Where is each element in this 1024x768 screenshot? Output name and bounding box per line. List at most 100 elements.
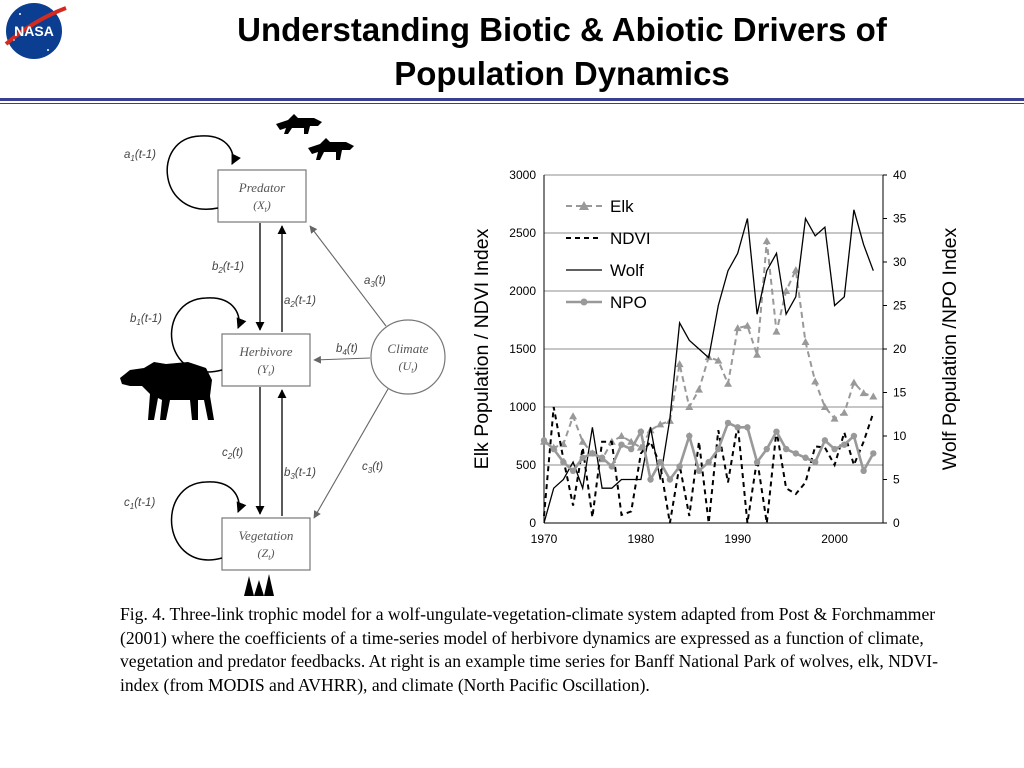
x-tick-label: 1990: [724, 532, 751, 546]
data-point-npo: [744, 424, 751, 431]
data-point-elk: [656, 420, 665, 428]
y-left-axis-title: Elk Population / NDVI Index: [471, 228, 493, 469]
data-point-elk: [840, 408, 849, 416]
legend-label-ndvi: NDVI: [610, 229, 651, 248]
data-point-npo: [569, 467, 577, 474]
legend-marker-npo: [580, 298, 588, 306]
series-line-wolf: [543, 209, 874, 524]
legend-label-wolf: Wolf: [610, 261, 644, 280]
herbivore-node: Herbivore (Yt): [221, 333, 311, 387]
trees-icon: [244, 574, 274, 596]
climate-node: Climate (Ut): [370, 319, 446, 395]
figure-caption: Fig. 4. Three-link trophic model for a w…: [120, 604, 939, 695]
y-right-tick-label: 20: [893, 342, 907, 356]
data-point-npo: [627, 445, 635, 453]
data-point-npo: [812, 458, 819, 466]
coef-a1: a1(t-1): [124, 149, 156, 163]
nasa-logo-text: NASA: [14, 23, 54, 39]
data-point-npo: [782, 445, 790, 453]
data-point-npo: [657, 458, 664, 466]
data-point-npo: [850, 432, 858, 440]
data-point-npo: [753, 458, 761, 466]
trophic-model-diagram: Predator (Xt) Herbivore (Yt) Vegetation …: [120, 114, 446, 596]
data-point-npo: [763, 445, 770, 453]
data-point-npo: [705, 458, 712, 466]
x-tick-label: 2000: [821, 532, 848, 546]
coef-c2: c2(t): [222, 447, 243, 461]
x-tick-label: 1970: [531, 532, 558, 546]
climate-to-herbivore-arrow: [313, 355, 371, 364]
data-point-npo: [802, 454, 809, 461]
page-title: Understanding Biotic & Abiotic Drivers o…: [100, 8, 1024, 96]
data-point-elk: [762, 237, 771, 245]
coef-b2: b2(t-1): [212, 261, 244, 275]
data-point-npo: [560, 458, 567, 466]
coef-c1: c1(t-1): [124, 497, 155, 511]
data-point-elk: [724, 379, 733, 387]
coef-b4: b4(t): [336, 343, 358, 357]
data-point-npo: [637, 428, 645, 435]
data-point-npo: [676, 463, 683, 470]
data-point-npo: [695, 467, 703, 474]
data-point-elk: [617, 432, 626, 439]
y-left-tick-label: 2000: [509, 284, 536, 298]
coef-b1: b1(t-1): [130, 313, 162, 327]
title-line-1: Understanding Biotic & Abiotic Drivers o…: [237, 11, 887, 48]
data-point-npo: [724, 419, 732, 427]
data-point-npo: [666, 476, 674, 483]
climate-to-vegetation-arrow: [313, 388, 389, 519]
data-point-npo: [831, 445, 838, 453]
data-point-npo: [618, 441, 625, 448]
legend-label-npo: NPO: [610, 293, 647, 312]
predator-node: Predator (Xt): [217, 169, 307, 223]
data-point-elk: [830, 414, 839, 422]
climate-label: Climate: [387, 341, 428, 356]
y-right-tick-label: 30: [893, 255, 907, 269]
data-point-npo: [821, 437, 829, 444]
y-left-tick-label: 2500: [509, 226, 536, 240]
svg-text:(Ut): (Ut): [399, 359, 418, 375]
data-point-elk: [869, 392, 878, 400]
data-point-elk: [733, 324, 742, 332]
data-point-npo: [579, 454, 586, 461]
data-point-npo: [870, 450, 877, 457]
y-right-tick-label: 0: [893, 516, 900, 530]
y-right-tick-label: 10: [893, 429, 907, 443]
coef-a3: a3(t): [364, 275, 386, 289]
data-point-elk: [569, 412, 578, 420]
data-point-npo: [860, 467, 867, 474]
data-point-elk: [675, 360, 684, 368]
data-point-npo: [550, 445, 557, 453]
predator-self-loop: [166, 135, 241, 210]
data-point-elk: [820, 403, 829, 410]
svg-text:(Xt): (Xt): [253, 198, 271, 214]
title-rule-thin: [0, 103, 1024, 104]
data-point-elk: [811, 377, 820, 385]
data-point-npo: [773, 428, 780, 435]
data-point-elk: [801, 338, 810, 346]
y-right-axis-title: Wolf Population /NPO Index: [939, 228, 961, 471]
data-point-npo: [598, 454, 606, 461]
y-left-tick-label: 1500: [509, 342, 536, 356]
data-point-elk: [791, 266, 800, 274]
coef-c3: c3(t): [362, 461, 383, 475]
coef-b3: b3(t-1): [284, 467, 316, 481]
nasa-logo-swoosh: [4, 6, 67, 46]
data-point-elk: [636, 443, 645, 451]
climate-to-predator-arrow: [309, 225, 387, 327]
vegetation-node: Vegetation (Zt): [221, 517, 311, 571]
vegetation-self-loop: [170, 481, 247, 561]
data-point-elk: [849, 378, 858, 386]
coef-a2: a2(t-1): [284, 295, 316, 309]
wolf-silhouette-icon: [276, 114, 354, 160]
title-line-2: Population Dynamics: [394, 55, 730, 92]
data-point-elk: [859, 389, 868, 397]
x-tick-label: 1980: [628, 532, 655, 546]
y-left-tick-label: 1000: [509, 400, 536, 414]
data-point-npo: [734, 424, 741, 431]
data-point-elk: [714, 356, 723, 364]
legend-label-elk: Elk: [610, 197, 634, 216]
data-point-npo: [647, 476, 654, 483]
y-left-tick-label: 3000: [509, 168, 536, 182]
svg-text:(Yt): (Yt): [258, 362, 275, 378]
